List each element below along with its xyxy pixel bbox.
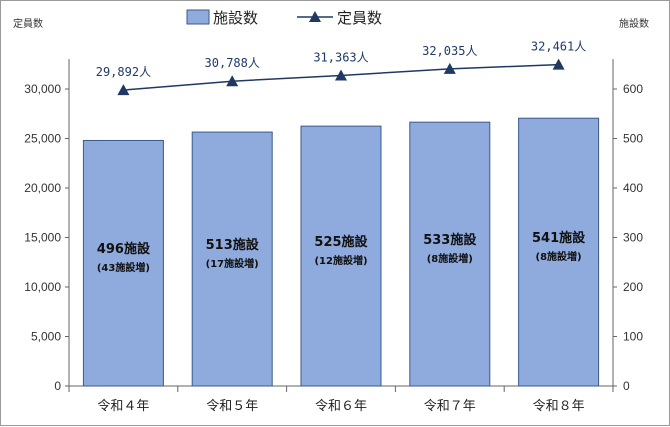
y-right-tick-label: 100: [623, 330, 643, 344]
line-point: [335, 69, 347, 81]
y-left-tick-label: 5,000: [31, 330, 61, 344]
bar: [82, 139, 164, 387]
bar-change-label: (12施設増): [314, 254, 367, 267]
x-tick-label: 令和６年: [315, 399, 367, 414]
legend-line-marker: [309, 11, 321, 22]
line-value-label: 30,788人: [205, 56, 260, 70]
x-tick-label: 令和４年: [97, 399, 149, 414]
y-left-axis-title: 定員数: [13, 17, 43, 30]
bar: [300, 125, 382, 387]
bars: [82, 117, 600, 387]
line-point: [552, 58, 565, 70]
bar: [409, 121, 491, 387]
bar-change-label: (17施設増): [206, 257, 259, 270]
legend-bar-label: 施設数: [213, 9, 258, 27]
bar-value-label: 533施設: [423, 232, 477, 248]
line-point: [117, 84, 130, 96]
y-right-tick-label: 500: [623, 132, 643, 146]
y-left-tick-label: 20,000: [24, 181, 61, 195]
line-point: [226, 75, 239, 87]
y-left-tick-label: 30,000: [24, 82, 61, 96]
x-tick-label: 令和５年: [206, 399, 258, 414]
bar-change-label: (43施設増): [97, 261, 150, 274]
bar: [518, 117, 600, 387]
y-right-tick-label: 600: [623, 82, 643, 96]
line-value-label: 29,892人: [96, 65, 151, 79]
bar-value-label: 541施設: [532, 230, 586, 246]
y-left-tick-label: 0: [54, 379, 61, 393]
line-value-label: 32,461人: [531, 40, 586, 54]
line-series: [117, 58, 565, 96]
bar-value-label: 525施設: [314, 234, 368, 250]
y-right-axis-title: 施設数: [619, 17, 649, 30]
y-left-tick-label: 10,000: [24, 280, 61, 294]
y-left-tick-label: 25,000: [24, 132, 61, 146]
line-point: [443, 62, 456, 74]
y-right-tick-label: 0: [623, 379, 630, 393]
line-value-label: 32,035人: [422, 44, 477, 58]
bar-value-label: 496施設: [97, 241, 151, 257]
legend: 施設数 定員数: [186, 9, 382, 27]
y-right-tick-label: 300: [623, 231, 643, 245]
bar-change-label: (8施設増): [427, 252, 473, 265]
x-tick-label: 令和８年: [533, 399, 585, 414]
x-tick-label: 令和７年: [424, 399, 476, 414]
y-right-tick-label: 400: [623, 181, 643, 195]
legend-bar-swatch: [186, 9, 210, 25]
bar-change-label: (8施設増): [536, 250, 582, 263]
bar-value-label: 513施設: [206, 237, 260, 253]
line-value-label: 31,363人: [313, 51, 368, 65]
labels: 496施設 (43施設増) 513施設 (17施設増) 525施設 (12施設増) 533施…: [96, 40, 587, 275]
legend-line-label: 定員数: [337, 9, 382, 27]
y-right-tick-label: 200: [623, 280, 643, 294]
bar: [191, 131, 273, 387]
y-left-tick-label: 15,000: [24, 231, 61, 245]
